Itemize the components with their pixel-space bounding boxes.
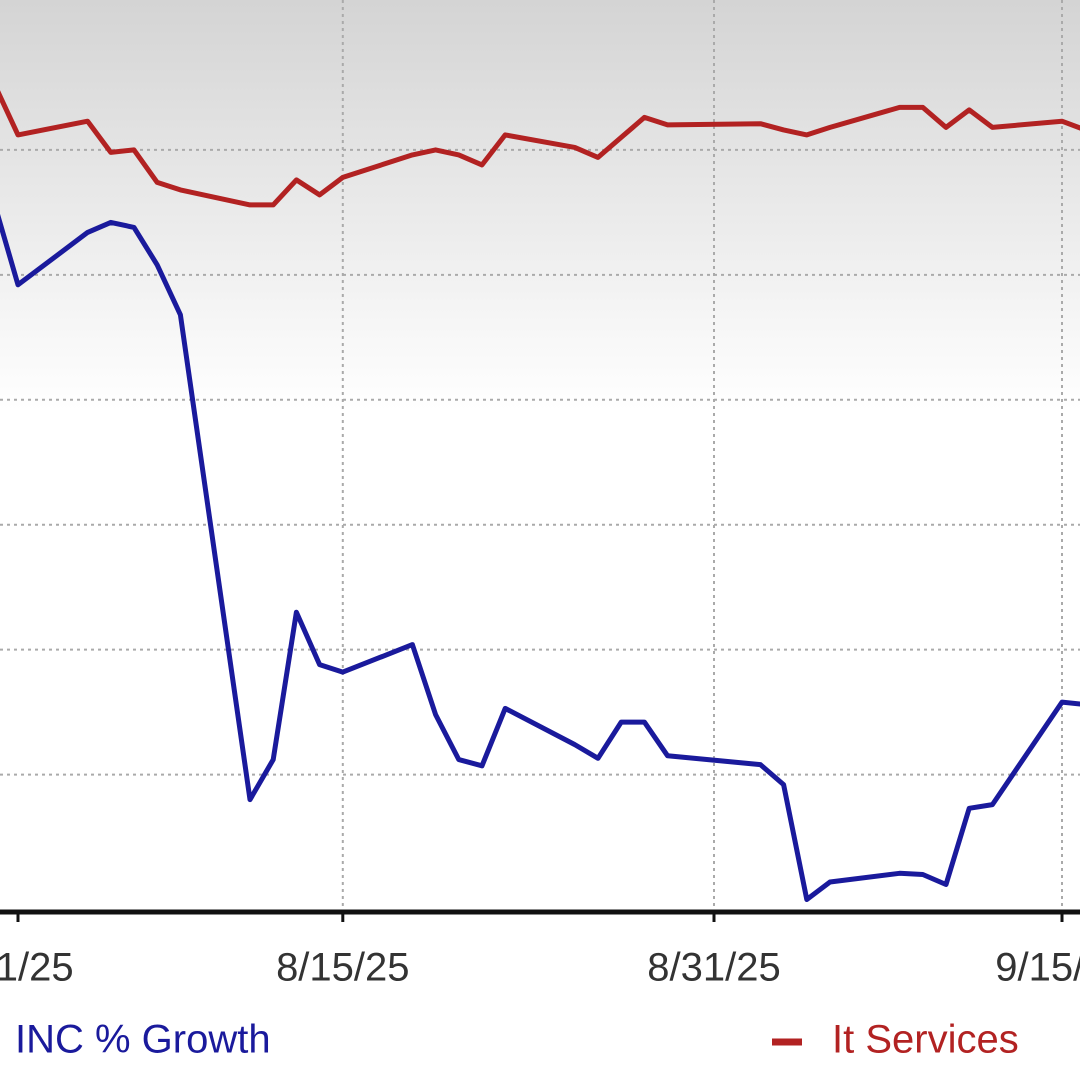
- series-line: [0, 90, 1080, 208]
- legend-label: INC % Growth: [15, 1018, 271, 1062]
- series-line: [0, 213, 1080, 902]
- labels: 8/1/25 8/15/25 8/31/25 9/15/25 INC % Growth I…: [0, 912, 1080, 1062]
- x-tick-label: 8/1/25: [0, 946, 74, 990]
- lines: [0, 90, 1080, 902]
- x-tick-label: 9/15/25: [995, 946, 1080, 990]
- legend-label: It Services: [832, 1018, 1019, 1062]
- x-tick-label: 8/15/25: [276, 946, 409, 990]
- grid: [0, 0, 1080, 912]
- plot-background: [0, 0, 1080, 912]
- x-tick-label: 8/31/25: [647, 946, 780, 990]
